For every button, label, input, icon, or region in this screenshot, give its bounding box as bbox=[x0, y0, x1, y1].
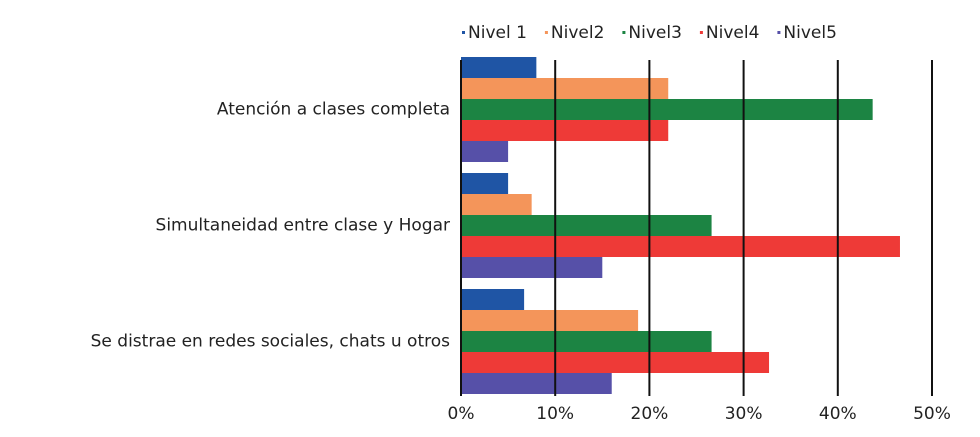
bar bbox=[461, 257, 603, 278]
legend-swatch bbox=[699, 31, 703, 34]
legend-label: Nivel2 bbox=[551, 23, 605, 43]
bar bbox=[461, 78, 669, 99]
legend-swatch bbox=[777, 31, 781, 34]
legend-swatch bbox=[622, 31, 626, 34]
bar bbox=[461, 141, 509, 162]
x-tick-label: 50% bbox=[913, 404, 951, 424]
bar bbox=[461, 120, 669, 141]
bar bbox=[461, 236, 900, 257]
y-tick-label: Se distrae en redes sociales, chats u ot… bbox=[91, 332, 451, 352]
x-tick-label: 40% bbox=[819, 404, 857, 424]
x-tick-label: 10% bbox=[536, 404, 574, 424]
legend-label: Nivel5 bbox=[783, 23, 837, 43]
y-tick-label: Atención a clases completa bbox=[217, 100, 450, 120]
x-tick-label: 20% bbox=[631, 404, 669, 424]
bar bbox=[461, 194, 532, 215]
legend-label: Nivel 1 bbox=[468, 23, 527, 43]
y-tick-label: Simultaneidad entre clase y Hogar bbox=[156, 216, 450, 236]
bar bbox=[461, 331, 712, 352]
bar bbox=[461, 352, 770, 373]
legend-swatch bbox=[462, 31, 465, 34]
legend-label: Nivel4 bbox=[706, 23, 760, 43]
bar bbox=[461, 99, 873, 120]
bar bbox=[461, 373, 612, 394]
x-tick-label: 0% bbox=[448, 404, 475, 424]
bar bbox=[461, 289, 525, 310]
bar bbox=[461, 173, 509, 194]
bar bbox=[461, 215, 712, 236]
legend-label: Nivel3 bbox=[628, 23, 682, 43]
bar bbox=[461, 310, 639, 331]
x-tick-label: 30% bbox=[725, 404, 763, 424]
legend-swatch bbox=[544, 31, 548, 34]
bar bbox=[461, 57, 537, 78]
